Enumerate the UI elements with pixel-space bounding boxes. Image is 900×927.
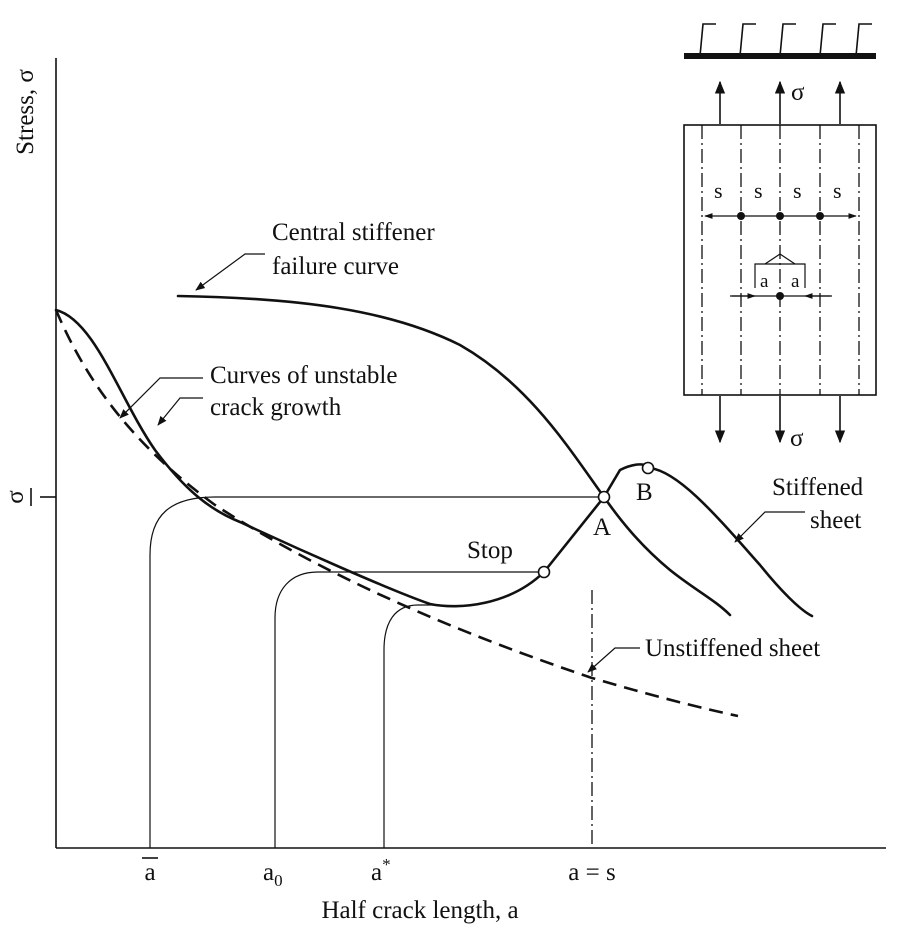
- central-label-line2: failure curve: [272, 253, 399, 280]
- crack-center: [776, 292, 784, 300]
- guide-a0: [274, 571, 544, 848]
- stiffened-label-line1: Stiffened: [772, 474, 864, 501]
- spacing-1: s: [714, 178, 723, 203]
- x-axis-label: Half crack length, a: [321, 897, 518, 924]
- spacing-3: s: [793, 178, 802, 203]
- crack-half-2: a: [791, 271, 800, 292]
- crack-bracket: [754, 263, 806, 288]
- tick-a-eq-s: a = s: [568, 859, 615, 886]
- guide-a-bar: [149, 496, 604, 848]
- rivet-3: [816, 212, 824, 220]
- point-b-label: B: [636, 479, 653, 506]
- y-axis-label: Stress, σ: [12, 69, 39, 155]
- central-label-line1: Central stiffener: [272, 219, 435, 246]
- point-a-label: A: [593, 514, 611, 541]
- stiffened-curve: [54, 308, 814, 618]
- inset-sigma-bottom: σ: [790, 425, 804, 452]
- unstable-leader-1: [119, 377, 203, 419]
- stiffener-profiles: [699, 23, 872, 57]
- rivet-1: [737, 212, 745, 220]
- tick-a-bar: a: [144, 859, 155, 886]
- point-stop: [537, 565, 551, 579]
- inset-sigma-top: σ: [791, 79, 805, 106]
- crack-half-1: a: [760, 271, 769, 292]
- tick-a-star: a*: [371, 855, 391, 886]
- unstiffened-label: Unstiffened sheet: [645, 635, 820, 662]
- central-stiffener-curve: [176, 294, 732, 617]
- crack-diamond: [764, 253, 796, 265]
- unstable-label-line2: crack growth: [210, 394, 342, 421]
- stiffened-label-line2: sheet: [810, 507, 861, 534]
- unstiffened-leader: [587, 647, 640, 673]
- stop-label: Stop: [467, 537, 513, 564]
- sigma-bar-label: σ: [2, 490, 29, 504]
- central-leader: [195, 253, 265, 291]
- stiffened-leader: [734, 511, 805, 543]
- guide-a-star: [383, 604, 440, 848]
- unstable-label-line1: Curves of unstable: [210, 362, 397, 389]
- point-b: [641, 461, 655, 475]
- unstiffened-curve: [54, 309, 739, 718]
- tick-a0: a0: [263, 859, 283, 890]
- rivet-2: [776, 212, 784, 220]
- spacing-2: s: [754, 178, 763, 203]
- point-a: [597, 490, 611, 504]
- unstable-leader-2: [157, 397, 203, 426]
- spacing-4: s: [833, 178, 842, 203]
- panel-sketch: σ s s s s a a σ: [683, 23, 877, 452]
